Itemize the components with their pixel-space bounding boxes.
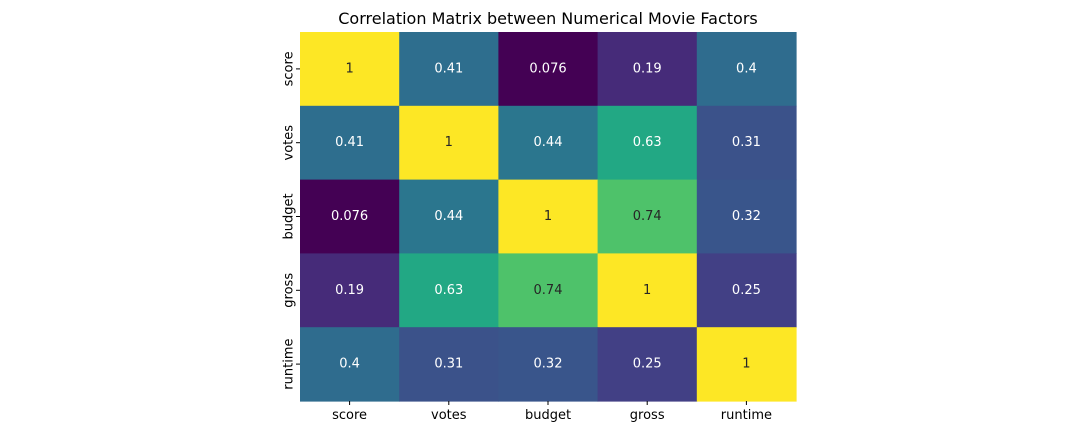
heatmap-cell bbox=[498, 327, 599, 402]
cell-annotation: 1 bbox=[544, 209, 552, 224]
cell-annotation: 0.44 bbox=[434, 209, 463, 224]
cell-annotation: 1 bbox=[742, 357, 750, 372]
cell-annotation: 0.076 bbox=[529, 61, 566, 76]
heatmap-cell bbox=[597, 179, 698, 254]
heatmap-cell bbox=[696, 179, 797, 254]
y-tick-label: runtime bbox=[282, 338, 297, 389]
heatmap-cell bbox=[696, 32, 797, 107]
x-axis: score votes budget gross runtime bbox=[332, 401, 772, 423]
heatmap-cell bbox=[597, 105, 698, 181]
heatmap-cell bbox=[300, 105, 400, 181]
heatmap-annotations: 1 0.41 0.076 0.19 0.40.41 1 0.44 0.63 0.310.076 0… bbox=[331, 61, 761, 371]
heatmap-cell bbox=[300, 179, 400, 254]
x-tick-label: gross bbox=[630, 408, 665, 423]
cell-annotation: 0.31 bbox=[434, 357, 463, 372]
heatmap-cell bbox=[498, 179, 599, 254]
cell-annotation: 0.19 bbox=[335, 283, 364, 298]
heatmap-cell bbox=[498, 32, 599, 107]
cell-annotation: 0.74 bbox=[534, 283, 563, 298]
heatmap-cell bbox=[399, 105, 499, 181]
heatmap-cell bbox=[300, 253, 400, 328]
cell-annotation: 0.4 bbox=[339, 357, 360, 372]
heatmap-cell bbox=[498, 105, 599, 181]
cell-annotation: 0.4 bbox=[736, 61, 757, 76]
y-axis: score votes budget gross runtime bbox=[282, 51, 300, 390]
heatmap-cell bbox=[597, 32, 698, 107]
cell-annotation: 0.63 bbox=[434, 283, 463, 298]
cell-annotation: 0.41 bbox=[434, 61, 463, 76]
y-tick-label: votes bbox=[282, 125, 297, 161]
x-tick-label: runtime bbox=[721, 408, 772, 423]
cell-annotation: 1 bbox=[345, 61, 353, 76]
heatmap-cell bbox=[399, 32, 499, 107]
x-tick-label: budget bbox=[525, 408, 571, 423]
heatmap-cell bbox=[696, 253, 797, 328]
cell-annotation: 0.076 bbox=[331, 209, 368, 224]
heatmap-cells bbox=[300, 32, 797, 402]
cell-annotation: 0.25 bbox=[732, 283, 761, 298]
cell-annotation: 0.41 bbox=[335, 135, 364, 150]
heatmap-cell bbox=[399, 327, 499, 402]
heatmap-cell bbox=[498, 253, 599, 328]
heatmap-cell bbox=[696, 327, 797, 402]
cell-annotation: 0.31 bbox=[732, 135, 761, 150]
heatmap-cell bbox=[399, 179, 499, 254]
x-tick-label: score bbox=[332, 408, 367, 423]
cell-annotation: 0.32 bbox=[732, 209, 761, 224]
y-tick-label: score bbox=[282, 51, 297, 86]
heatmap-cell bbox=[399, 253, 499, 328]
y-tick-label: gross bbox=[282, 273, 297, 308]
cell-annotation: 1 bbox=[643, 283, 651, 298]
heatmap-cell bbox=[597, 253, 698, 328]
x-tick-label: votes bbox=[431, 408, 467, 423]
heatmap-cell bbox=[597, 327, 698, 402]
cell-annotation: 0.25 bbox=[633, 357, 662, 372]
chart-title: Correlation Matrix between Numerical Mov… bbox=[338, 9, 758, 28]
cell-annotation: 0.44 bbox=[534, 135, 563, 150]
cell-annotation: 0.32 bbox=[534, 357, 563, 372]
cell-annotation: 0.19 bbox=[633, 61, 662, 76]
heatmap-cell bbox=[300, 32, 400, 107]
cell-annotation: 0.74 bbox=[633, 209, 662, 224]
cell-annotation: 1 bbox=[445, 135, 453, 150]
heatmap-cell bbox=[300, 327, 400, 402]
heatmap-cell bbox=[696, 105, 797, 181]
cell-annotation: 0.63 bbox=[633, 135, 662, 150]
y-tick-label: budget bbox=[282, 193, 297, 239]
